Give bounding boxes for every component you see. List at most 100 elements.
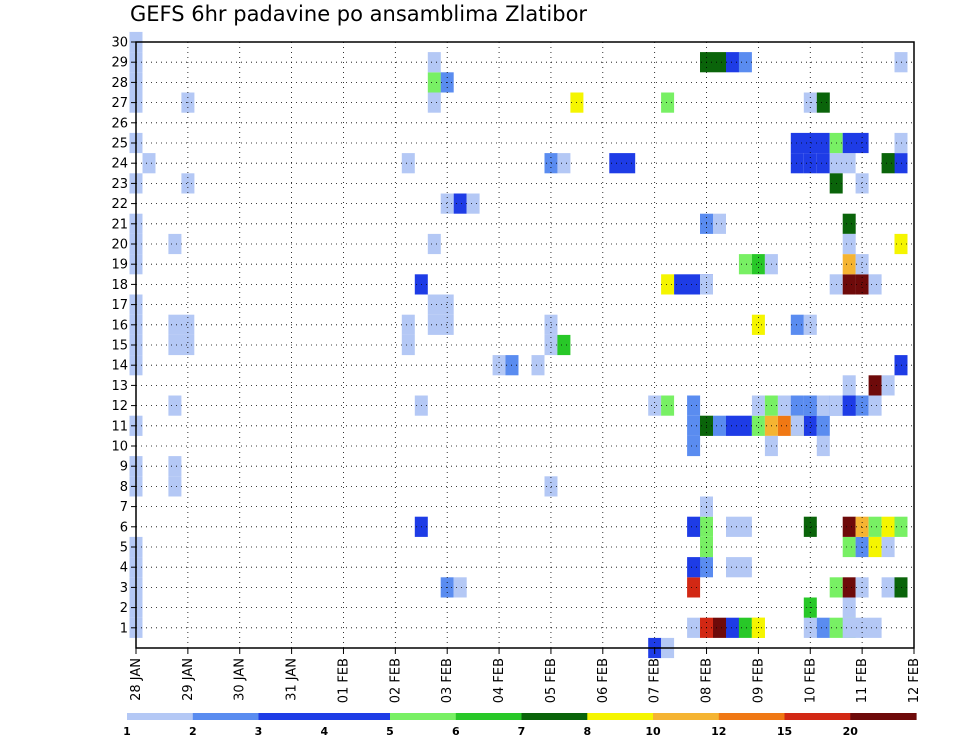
y-tick-label: 1 — [120, 621, 128, 636]
x-tick-label: 03 FEB — [440, 658, 455, 703]
heatmap-cell — [881, 375, 895, 396]
heatmap-cell — [427, 52, 441, 73]
heatmap-cell — [868, 536, 882, 558]
x-tick-label: 01 FEB — [336, 658, 351, 703]
heatmap-cell — [738, 617, 752, 638]
x-tick-label: 05 FEB — [544, 658, 559, 703]
heatmap-cell — [751, 254, 765, 275]
heatmap-cell — [803, 516, 817, 537]
x-tick-label: 09 FEB — [751, 658, 766, 703]
y-tick-label: 19 — [111, 258, 128, 273]
colorbar-segment — [653, 713, 720, 720]
x-tick-label: 12 FEB — [907, 658, 922, 703]
y-tick-label: 27 — [111, 96, 128, 111]
heatmap-cell — [453, 193, 467, 214]
y-tick-label: 3 — [120, 581, 128, 596]
heatmap-cell — [661, 274, 675, 295]
heatmap-cell — [868, 274, 882, 295]
y-tick-label: 5 — [120, 541, 128, 556]
grid-lines — [136, 42, 914, 648]
heatmap-cell — [816, 435, 830, 457]
heatmap-cell — [142, 153, 156, 174]
heatmap-cell — [168, 456, 182, 477]
heatmap-cell — [401, 314, 415, 335]
heatmap-cell — [816, 415, 830, 436]
heatmap-cell — [842, 536, 856, 558]
heatmap-cell — [842, 395, 856, 416]
colorbar: 1 2 3 4 5 6 7 8 10 12 15 20 — [123, 713, 917, 738]
x-tick-label: 29 JAN — [181, 658, 196, 701]
colorbar-segment — [390, 713, 457, 720]
colorbar-segment — [587, 713, 654, 720]
colorbar-tick-label: 10 — [645, 725, 661, 738]
x-tick-label: 04 FEB — [492, 658, 507, 703]
heatmap-cell — [842, 516, 856, 537]
colorbar-segment — [850, 713, 917, 720]
heatmap-cell — [687, 617, 701, 638]
y-tick-label: 22 — [111, 197, 128, 212]
colorbar-segment — [127, 713, 194, 720]
heatmap-cell — [790, 415, 804, 436]
heatmap-cell — [726, 557, 752, 578]
x-tick-label: 08 FEB — [700, 658, 715, 703]
x-tick-label: 07 FEB — [648, 658, 663, 703]
y-tick-label: 28 — [111, 76, 128, 91]
x-tick-label: 28 JAN — [129, 658, 144, 701]
heatmap-cell — [855, 254, 869, 275]
colorbar-tick-label: 20 — [843, 725, 859, 738]
heatmap-cell — [466, 193, 480, 214]
heatmap-cell — [609, 153, 636, 174]
y-tick-label: 12 — [111, 399, 128, 414]
chart-title: GEFS 6hr padavine po ansamblima Zlatibor — [130, 2, 588, 26]
heatmap-cell — [687, 395, 701, 416]
heatmap-cell — [790, 153, 804, 174]
y-tick-label: 10 — [111, 440, 128, 455]
heatmap-cell — [868, 375, 882, 396]
heatmap-cell — [168, 233, 182, 255]
heatmap-cell — [726, 617, 739, 638]
heatmap-cell — [687, 415, 701, 436]
colorbar-tick-label: 12 — [711, 725, 726, 738]
heatmap-cell — [427, 314, 454, 335]
colorbar-tick-label: 1 — [123, 725, 131, 738]
colorbar-tick-label: 2 — [189, 725, 197, 738]
heatmap-cell — [751, 395, 765, 416]
heatmap-cell — [687, 577, 701, 598]
colorbar-segment — [324, 713, 391, 720]
heatmap-cell — [751, 415, 765, 436]
y-tick-label: 4 — [120, 561, 128, 576]
y-tick-label: 8 — [120, 480, 128, 495]
heatmap-cell — [803, 314, 817, 335]
y-tick-label: 25 — [111, 137, 128, 152]
y-tick-label: 20 — [111, 238, 128, 253]
heatmap-cell — [661, 92, 675, 113]
heatmap-cell — [168, 395, 182, 416]
heatmap-cell — [842, 213, 856, 234]
heatmap-cell — [713, 52, 726, 73]
x-tick-label: 30 JAN — [233, 658, 248, 701]
heatmap-cell — [790, 395, 804, 416]
y-tick-label: 24 — [111, 157, 128, 172]
heatmap-cell — [855, 395, 869, 416]
heatmap-cell — [855, 173, 869, 194]
y-tick-label: 16 — [111, 318, 128, 333]
heatmap-cell — [687, 435, 701, 457]
colorbar-tick-label: 4 — [320, 725, 328, 738]
heatmap-cell — [881, 536, 895, 558]
heatmap-cell — [868, 395, 882, 416]
colorbar-segment — [192, 713, 260, 720]
y-tick-label: 6 — [120, 520, 128, 535]
heatmap-cell — [738, 254, 752, 275]
heatmap-cell — [713, 213, 726, 234]
heatmap-cell — [401, 153, 415, 174]
y-tick-label: 30 — [111, 36, 128, 51]
heatmap-cell — [777, 395, 791, 416]
y-axis-ticks: 1234567891011121314151617181920212223242… — [111, 36, 136, 636]
heatmap-cell — [751, 314, 765, 335]
heatmap-cell — [816, 92, 830, 113]
y-tick-label: 23 — [111, 177, 128, 192]
heatmap-cell — [427, 233, 441, 255]
heatmap-cell — [842, 254, 856, 275]
y-tick-label: 18 — [111, 278, 128, 293]
heatmap-cell — [713, 415, 726, 436]
